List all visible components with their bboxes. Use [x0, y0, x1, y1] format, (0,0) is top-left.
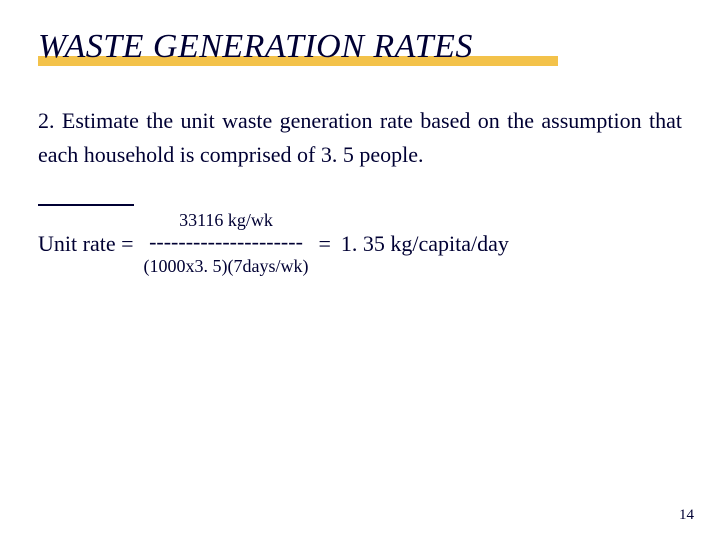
title-wrap: WASTE GENERATION RATES — [38, 28, 473, 66]
equation-equals: = — [318, 229, 330, 259]
equation-dashes: --------------------- — [149, 232, 303, 252]
paragraph-text: Estimate the unit waste generation rate … — [38, 108, 682, 167]
equation-lhs: Unit rate = — [38, 229, 134, 259]
body-paragraph: 2. Estimate the unit waste generation ra… — [38, 104, 682, 172]
slide-title: WASTE GENERATION RATES — [38, 28, 473, 66]
slide-body: 2. Estimate the unit waste generation ra… — [38, 104, 682, 279]
separator-rule — [38, 204, 134, 206]
slide: WASTE GENERATION RATES 2. Estimate the u… — [0, 0, 720, 540]
page-number: 14 — [679, 507, 694, 524]
item-number: 2. — [38, 108, 55, 133]
equation: Unit rate = 33116 kg/wk ----------------… — [38, 208, 682, 278]
equation-row: Unit rate = 33116 kg/wk ----------------… — [38, 208, 682, 278]
equation-denominator: (1000x3. 5)(7days/wk) — [144, 254, 309, 278]
equation-result: 1. 35 kg/capita/day — [341, 229, 509, 259]
equation-fraction: 33116 kg/wk --------------------- (1000x… — [144, 208, 309, 278]
